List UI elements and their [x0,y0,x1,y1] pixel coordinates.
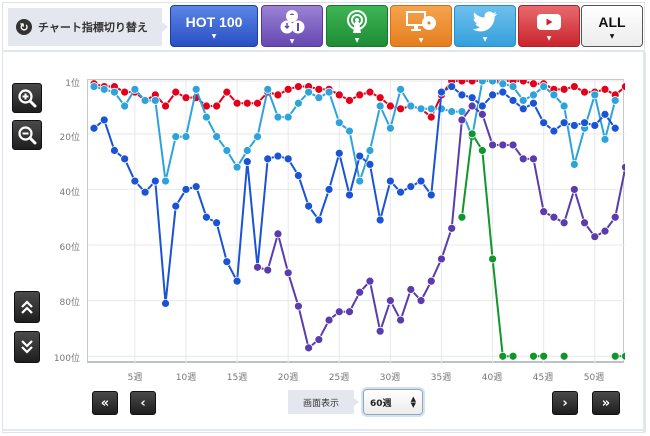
x-tick-label: 30週 [379,373,401,383]
tab-all-label: ALL [598,14,626,30]
tab-twitter[interactable]: ▼ [454,5,516,47]
line-chart [88,80,625,364]
youtube-icon [537,13,561,30]
display-range-label: 画面表示 [288,390,359,414]
caret-down-icon: ▼ [546,34,552,42]
display-range-select[interactable]: 60週 ▲ ▼ [363,389,423,415]
y-tick-label: 40位 [59,188,80,198]
caret-down-icon: ▼ [482,35,488,43]
panel-edge [643,52,646,432]
caret-down-icon: ▼ [211,33,217,40]
last-page-button[interactable]: » [592,391,620,415]
pc-lookup-icon [406,10,436,31]
chart-switch-label: ↻ チャート指標切り替え [8,8,168,46]
sales-download-icon [280,9,305,33]
first-page-button[interactable]: « [92,391,118,415]
caret-down-icon: ▼ [418,36,424,44]
double-chevron-down-icon [21,340,33,354]
chevron-right-icon: › [562,395,568,411]
refresh-icon: ↻ [16,19,32,35]
tab-pc-lookup[interactable]: ▼ [390,5,452,47]
double-chevron-left-icon: « [100,395,110,411]
caret-down-icon: ▼ [609,33,615,40]
x-tick-label: 15週 [226,373,248,383]
chart-plot-area [87,79,625,364]
display-range-text: 画面表示 [302,398,339,409]
chart-switch-bar: ↻ チャート指標切り替え [2,2,645,52]
tab-sales[interactable]: ▼ [261,5,323,47]
x-tick-label: 45週 [532,373,554,383]
x-tick-label: 35週 [430,373,452,383]
caret-down-icon: ▼ [354,36,360,44]
zoom-in-button[interactable] [12,83,42,113]
double-chevron-right-icon: » [601,395,611,411]
y-axis-labels: 1位 20位 40位 60位 80位 100位 [40,0,80,436]
x-tick-label: 40週 [481,373,503,383]
y-tick-label: 80位 [59,298,80,308]
x-tick-label: 25週 [328,373,350,383]
twitter-icon [472,10,497,31]
double-chevron-up-icon [21,300,33,314]
zoom-out-icon [18,126,37,145]
zoom-in-icon [18,89,37,108]
y-tick-label: 20位 [59,133,80,143]
tab-radio[interactable]: ▼ [326,5,388,47]
tab-hot100[interactable]: HOT 100 ▼ [170,5,258,47]
tab-youtube[interactable]: ▼ [518,5,580,47]
tab-hot100-label: HOT 100 [185,14,243,30]
chart-switch-text: チャート指標切り替え [38,21,148,34]
scroll-down-button[interactable] [14,331,40,363]
y-tick-label: 1位 [65,79,80,89]
x-tick-label: 20週 [277,373,299,383]
x-tick-label: 10週 [175,373,197,383]
display-range-value: 60週 [370,398,392,409]
radio-airplay-icon [347,9,367,33]
chevron-left-icon: ‹ [140,395,146,411]
tab-all[interactable]: ALL ▼ [581,5,643,47]
select-arrows-icon: ▲ ▼ [410,395,416,409]
panel-bottom-border [2,429,645,431]
y-tick-label: 60位 [59,243,80,253]
caret-down-icon: ▼ [289,37,295,45]
zoom-out-button[interactable] [12,120,42,150]
prev-page-button[interactable]: ‹ [130,391,156,415]
x-tick-label: 50週 [583,373,605,383]
x-tick-label: 5週 [127,373,143,383]
scroll-up-button[interactable] [14,291,40,323]
next-page-button[interactable]: › [552,391,578,415]
y-tick-label: 100位 [53,354,80,364]
